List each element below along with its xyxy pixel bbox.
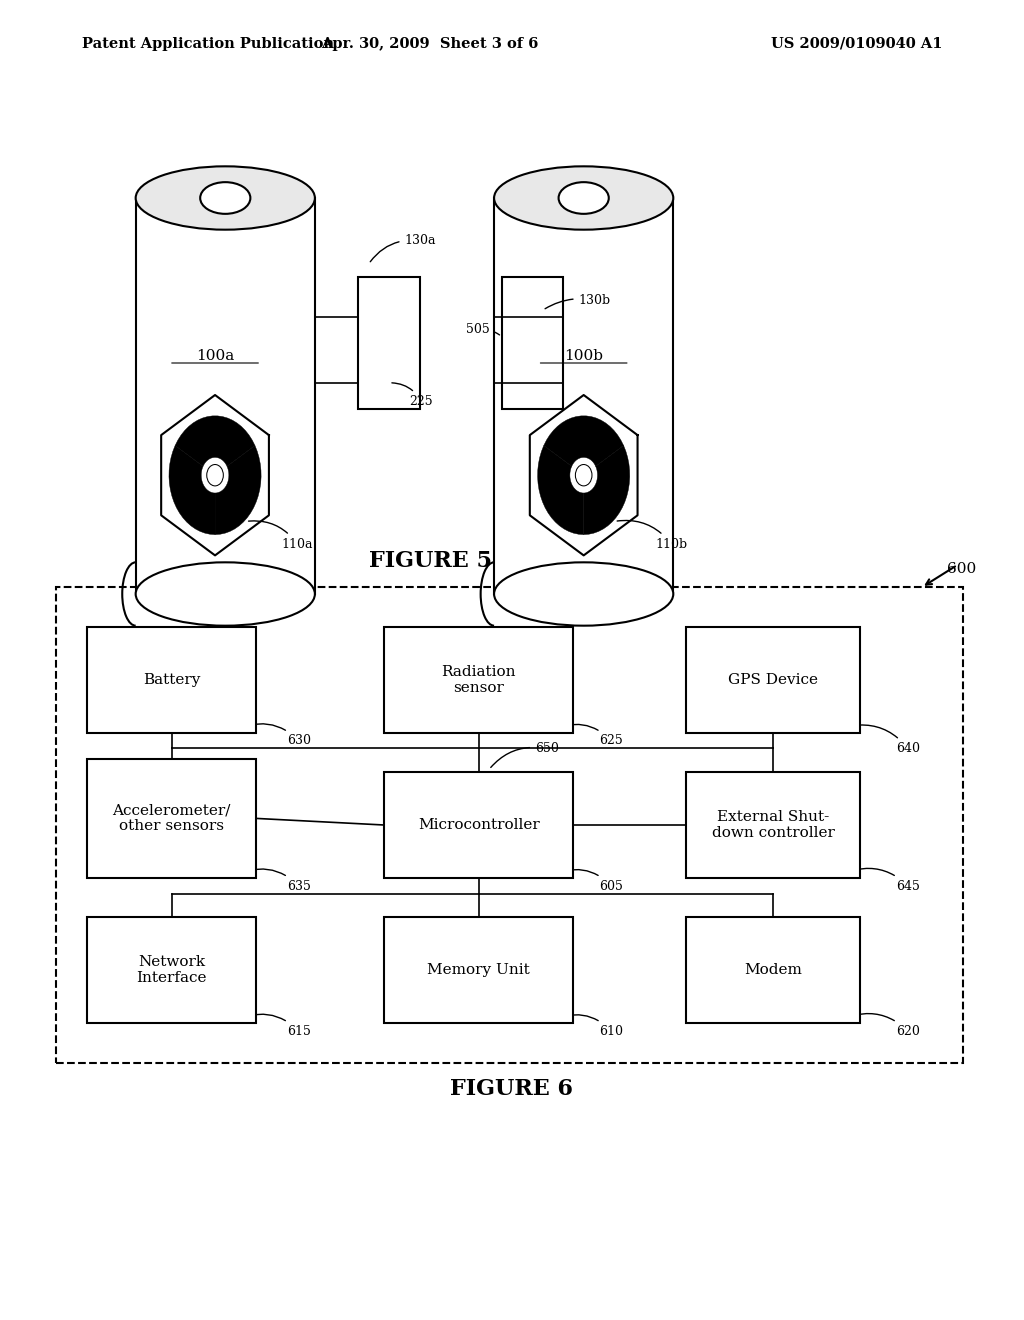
Text: 110a: 110a (249, 521, 313, 550)
Polygon shape (215, 446, 261, 535)
FancyBboxPatch shape (87, 917, 256, 1023)
Circle shape (207, 465, 223, 486)
FancyBboxPatch shape (358, 277, 420, 409)
Text: Modem: Modem (744, 964, 802, 977)
Text: FIGURE 6: FIGURE 6 (451, 1078, 573, 1100)
Text: FIGURE 5: FIGURE 5 (369, 550, 492, 572)
FancyBboxPatch shape (686, 917, 860, 1023)
Polygon shape (169, 446, 215, 535)
FancyBboxPatch shape (384, 772, 573, 878)
Text: US 2009/0109040 A1: US 2009/0109040 A1 (771, 37, 942, 50)
Text: 630: 630 (249, 723, 310, 747)
FancyBboxPatch shape (135, 198, 315, 594)
Circle shape (575, 465, 592, 486)
Ellipse shape (494, 166, 674, 230)
Text: 625: 625 (566, 725, 623, 747)
Ellipse shape (559, 182, 608, 214)
Polygon shape (538, 446, 584, 535)
Text: Apr. 30, 2009  Sheet 3 of 6: Apr. 30, 2009 Sheet 3 of 6 (322, 37, 539, 50)
FancyBboxPatch shape (686, 772, 860, 878)
FancyBboxPatch shape (87, 759, 256, 878)
Text: Microcontroller: Microcontroller (418, 818, 540, 832)
Text: Battery: Battery (142, 673, 201, 686)
FancyBboxPatch shape (56, 587, 963, 1063)
Text: 225: 225 (392, 383, 433, 408)
Polygon shape (544, 416, 624, 466)
Text: 615: 615 (249, 1014, 310, 1038)
Text: External Shut-
down controller: External Shut- down controller (712, 810, 835, 840)
Text: GPS Device: GPS Device (728, 673, 818, 686)
Text: Patent Application Publication: Patent Application Publication (82, 37, 334, 50)
FancyBboxPatch shape (87, 627, 256, 733)
FancyBboxPatch shape (686, 627, 860, 733)
Text: 610: 610 (566, 1015, 623, 1038)
Text: 635: 635 (249, 869, 310, 892)
Text: Accelerometer/
other sensors: Accelerometer/ other sensors (113, 804, 230, 833)
Text: 600: 600 (947, 562, 977, 576)
Text: 605: 605 (566, 870, 623, 892)
Ellipse shape (135, 166, 315, 230)
FancyBboxPatch shape (502, 277, 563, 409)
Text: 100a: 100a (196, 350, 234, 363)
Text: 130b: 130b (545, 293, 610, 309)
Polygon shape (175, 416, 255, 466)
Text: 505: 505 (466, 322, 500, 335)
Text: 650: 650 (490, 742, 559, 767)
FancyBboxPatch shape (494, 198, 674, 594)
FancyBboxPatch shape (384, 627, 573, 733)
Text: 640: 640 (853, 725, 920, 755)
Text: 110b: 110b (617, 520, 687, 550)
Text: Memory Unit: Memory Unit (427, 964, 530, 977)
Polygon shape (584, 446, 630, 535)
Text: 100b: 100b (564, 350, 603, 363)
Ellipse shape (494, 562, 674, 626)
Ellipse shape (201, 182, 250, 214)
Ellipse shape (135, 562, 315, 626)
FancyBboxPatch shape (384, 917, 573, 1023)
Text: Network
Interface: Network Interface (136, 956, 207, 985)
Text: 645: 645 (853, 869, 920, 892)
Text: 620: 620 (853, 1014, 920, 1038)
Text: Radiation
sensor: Radiation sensor (441, 665, 516, 694)
Text: 130a: 130a (371, 234, 436, 261)
